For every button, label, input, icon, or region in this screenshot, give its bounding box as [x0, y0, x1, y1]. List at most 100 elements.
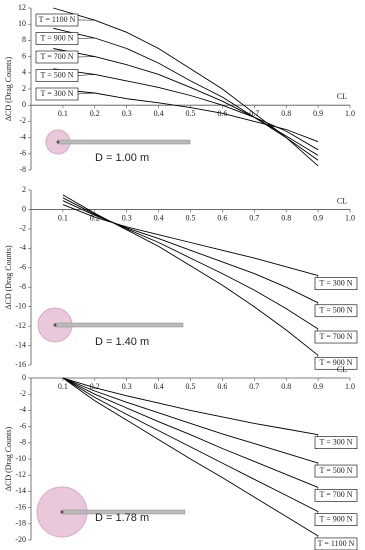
- legend-leader: [77, 74, 95, 76]
- y-tick-label: -12: [15, 470, 26, 479]
- legend-box: [35, 13, 79, 27]
- legend-label: T = 300 N: [40, 89, 73, 98]
- x-tick-label: 0.6: [217, 382, 227, 391]
- legend-label: T = 700 N: [40, 52, 73, 61]
- series-line: [62, 194, 319, 356]
- legend-box: [35, 32, 79, 45]
- legend-label: T = 1100 N: [318, 539, 355, 548]
- y-tick-label: -20: [15, 535, 26, 544]
- x-tick-label: 0.6: [217, 213, 227, 222]
- x-tick-label: 1.0: [345, 382, 355, 391]
- x-tick-label: 0.2: [90, 382, 100, 391]
- y-tick-label: -8: [19, 165, 26, 174]
- series-line: [62, 377, 319, 488]
- series-line: [53, 48, 319, 156]
- x-tick-label: 0.5: [186, 109, 196, 118]
- legend-label: T = 500 N: [319, 466, 352, 475]
- hub: [60, 510, 64, 514]
- y-axis-label: ΔCD (Drag Counts): [4, 57, 13, 122]
- hub: [56, 140, 60, 144]
- x-tick-label: 0.9: [313, 382, 323, 391]
- y-tick-label: -6: [19, 263, 26, 272]
- nacelle: [54, 322, 184, 328]
- x-tick-label: 0.2: [90, 109, 100, 118]
- y-tick-label: -14: [15, 340, 26, 349]
- x-tick-label: 1.0: [345, 213, 355, 222]
- y-tick-label: -14: [15, 486, 26, 495]
- legend-leader: [77, 92, 95, 95]
- legend-box: [314, 489, 358, 502]
- legend-box: [314, 304, 358, 318]
- legend-label: T = 500 N: [319, 306, 352, 315]
- legend-label: T = 900 N: [319, 514, 352, 523]
- y-tick-label: 0: [22, 100, 26, 109]
- series-line: [62, 377, 319, 464]
- x-tick-label: 1.0: [345, 109, 355, 118]
- x-tick-label: 0.9: [313, 109, 323, 118]
- legend-label: T = 900 N: [40, 33, 73, 42]
- x-tick-label: 0.2: [90, 213, 100, 222]
- x-tick-label: 0.8: [281, 109, 291, 118]
- y-tick-label: 2: [22, 185, 26, 194]
- y-tick-label: 4: [22, 68, 26, 77]
- y-tick-label: -2: [19, 116, 26, 125]
- legend-box: [314, 330, 358, 344]
- series-line: [62, 377, 319, 537]
- y-tick-label: 8: [22, 35, 26, 44]
- y-tick-label: -4: [19, 405, 26, 414]
- legend-box: [314, 436, 358, 450]
- x-tick-label: 0.3: [122, 109, 132, 118]
- series-line: [62, 377, 319, 513]
- series-line: [62, 204, 319, 277]
- x-tick-label: 0.8: [281, 213, 291, 222]
- nacelle: [57, 139, 191, 145]
- y-tick-label: 10: [18, 19, 26, 28]
- legend-label: T = 900 N: [319, 358, 352, 367]
- y-tick-label: -4: [19, 132, 26, 141]
- x-tick-label: 0.4: [154, 382, 164, 391]
- x-tick-label: 0.1: [58, 213, 68, 222]
- y-tick-label: 12: [18, 3, 26, 12]
- legend-box: [35, 50, 79, 64]
- legend-label: T = 700 N: [319, 332, 352, 341]
- legend-box: [35, 69, 79, 82]
- y-tick-label: 0: [22, 373, 26, 382]
- series-line: [53, 88, 319, 143]
- annotation: D = 1.00 m: [95, 152, 149, 164]
- legend-box: [314, 277, 358, 290]
- y-tick-label: 2: [22, 84, 26, 93]
- legend-box: [314, 464, 358, 478]
- annotation: D = 1.78 m: [95, 512, 149, 524]
- x-axis-label: CL: [337, 365, 347, 374]
- x-tick-label: 0.5: [186, 213, 196, 222]
- y-tick-label: 6: [22, 51, 26, 60]
- x-tick-label: 0.9: [313, 213, 323, 222]
- x-tick-label: 0.1: [58, 109, 68, 118]
- hub: [53, 323, 57, 327]
- x-tick-label: 0.7: [249, 382, 259, 391]
- legend-label: T = 300 N: [319, 438, 352, 447]
- legend-label: T = 300 N: [319, 278, 352, 287]
- x-tick-label: 0.4: [154, 213, 164, 222]
- y-tick-label: -6: [19, 149, 26, 158]
- x-tick-label: 0.5: [186, 382, 196, 391]
- y-tick-label: 0: [22, 204, 26, 213]
- y-axis-label: ΔCD (Drag Counts): [4, 427, 13, 492]
- y-tick-label: -12: [15, 321, 26, 330]
- x-tick-label: 0.7: [249, 213, 259, 222]
- legend-label: T = 700 N: [319, 490, 352, 499]
- y-tick-label: -8: [19, 438, 26, 447]
- legend-label: T = 1100 N: [39, 15, 76, 24]
- y-tick-label: -10: [15, 301, 26, 310]
- annotation: D = 1.40 m: [95, 336, 149, 348]
- legend-leader: [77, 37, 95, 39]
- y-tick-label: -2: [19, 224, 26, 233]
- x-tick-label: 0.1: [58, 382, 68, 391]
- y-tick-label: -18: [15, 519, 26, 528]
- y-tick-label: -10: [15, 454, 26, 463]
- y-tick-label: -4: [19, 243, 26, 252]
- series-line: [53, 27, 319, 161]
- y-tick-label: -6: [19, 421, 26, 430]
